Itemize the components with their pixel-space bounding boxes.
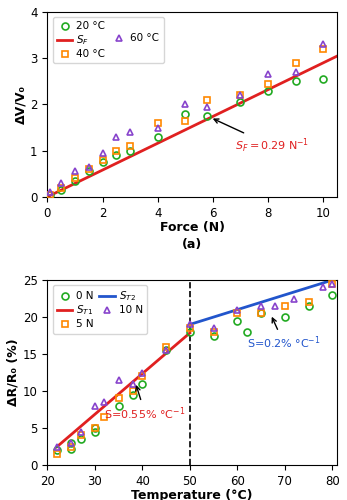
- X-axis label: Force (N): Force (N): [160, 221, 225, 234]
- X-axis label: Temperature (°C): Temperature (°C): [132, 489, 253, 500]
- Legend: 0 N, $S_{T1}$, 5 N, $S_{T2}$, 10 N, : 0 N, $S_{T1}$, 5 N, $S_{T2}$, 10 N,: [52, 286, 147, 334]
- Legend: 20 °C, $S_F$, 40 °C, , 60 °C, : 20 °C, $S_F$, 40 °C, , 60 °C,: [52, 17, 164, 64]
- Y-axis label: ΔV/V₀: ΔV/V₀: [14, 85, 27, 124]
- Y-axis label: ΔR/R₀ (%): ΔR/R₀ (%): [7, 338, 20, 406]
- Text: S=0.2% °C$^{-1}$: S=0.2% °C$^{-1}$: [247, 318, 321, 352]
- Text: S=0.55% °C$^{-1}$: S=0.55% °C$^{-1}$: [104, 386, 186, 422]
- Text: $S_F = 0.29\ \mathrm{N}^{-1}$: $S_F = 0.29\ \mathrm{N}^{-1}$: [214, 119, 309, 155]
- Text: (a): (a): [182, 238, 202, 250]
